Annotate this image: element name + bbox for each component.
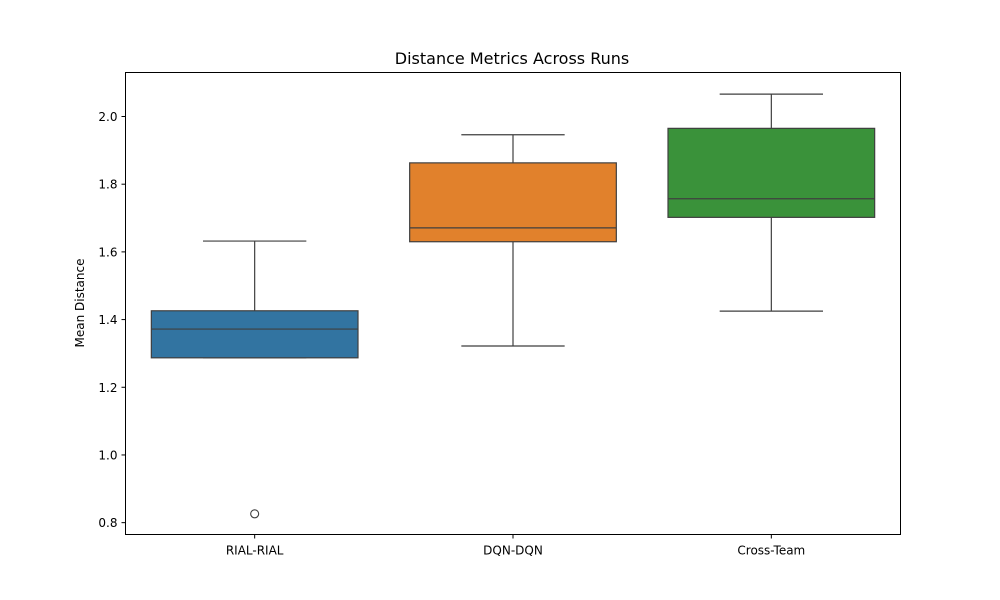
- y-tick-label: 2.0: [98, 110, 117, 124]
- box-iqr: [667, 127, 876, 218]
- box-iqr: [409, 162, 617, 243]
- x-tick-label: DQN-DQN: [483, 544, 543, 558]
- y-tick-label: 0.8: [98, 516, 117, 530]
- box-iqr: [150, 310, 359, 359]
- y-axis: 0.8 1.0 1.2 1.4 1.6 1.8 2.0: [98, 110, 126, 530]
- x-tick-label: RIAL-RIAL: [226, 544, 284, 558]
- y-axis-label: Mean Distance: [73, 259, 87, 348]
- boxes-layer: [150, 93, 876, 519]
- box-group-2: [667, 93, 876, 312]
- y-tick-label: 1.2: [98, 381, 117, 395]
- y-tick-label: 1.6: [98, 245, 117, 259]
- x-tick-label: Cross-Team: [737, 544, 805, 558]
- chart-title: Distance Metrics Across Runs: [395, 49, 629, 68]
- box-group-1: [409, 134, 617, 347]
- y-tick-label: 1.4: [98, 313, 117, 327]
- outlier-point: [250, 509, 260, 519]
- y-tick-label: 1.8: [98, 178, 117, 192]
- box-group-0: [150, 240, 359, 519]
- x-axis: RIAL-RIAL DQN-DQN Cross-Team: [226, 534, 805, 558]
- y-tick-label: 1.0: [98, 448, 117, 462]
